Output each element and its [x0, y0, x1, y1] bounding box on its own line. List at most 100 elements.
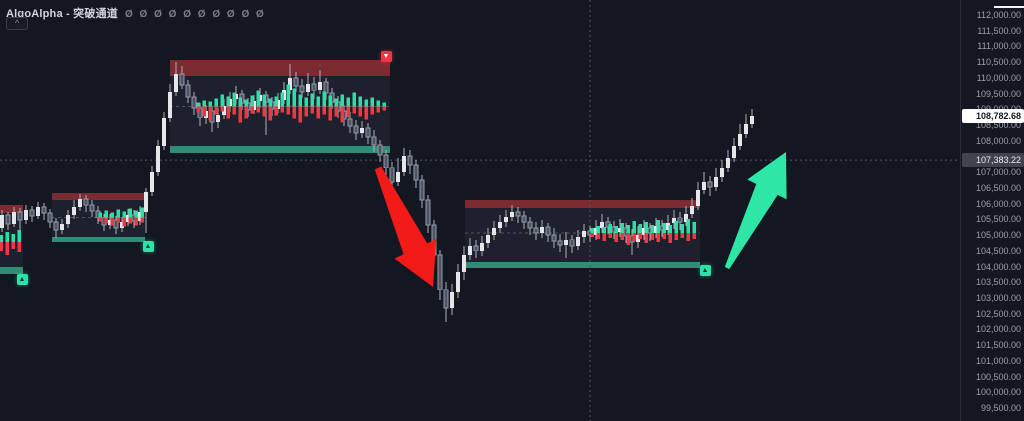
delta-bar-up: [244, 99, 248, 107]
candle-body-up: [498, 221, 502, 228]
delta-bar-down: [620, 232, 624, 240]
delta-bar-up: [11, 234, 15, 243]
price-tick-label: 104,500.00: [975, 245, 1021, 256]
price-tick-label: 111,000.00: [977, 41, 1021, 52]
candle-body-up: [36, 207, 40, 216]
delta-bar-up: [196, 102, 200, 107]
price-tick-label: 100,000.00: [975, 387, 1021, 398]
candle-body-up: [126, 215, 130, 222]
delta-bar-down: [256, 106, 260, 113]
delta-bar-down: [650, 232, 654, 240]
delta-bar-down: [310, 106, 314, 114]
delta-bar-up: [238, 97, 242, 107]
delta-bar-down: [638, 232, 642, 239]
candle-body-up: [456, 271, 460, 293]
volume-delta-bars: [196, 84, 386, 123]
delta-bar-up: [116, 209, 120, 218]
candle-body-up: [108, 220, 112, 226]
price-tick-label: 108,500.00: [975, 120, 1021, 131]
candle-body-up: [654, 226, 658, 233]
delta-bar-down: [262, 106, 266, 117]
delta-bar-down: [232, 106, 236, 115]
delta-bar-up: [280, 92, 284, 107]
price-tick-label: 102,500.00: [975, 308, 1021, 319]
delta-bar-up: [226, 96, 230, 107]
candle-body-up: [450, 292, 454, 309]
delta-bar-down: [358, 106, 362, 117]
bearish-signal-badge: ▼: [380, 50, 392, 62]
delta-bar-up: [292, 88, 296, 107]
delta-bar-down: [134, 217, 138, 226]
delta-bar-up: [334, 98, 338, 107]
delta-bar-down: [226, 106, 230, 119]
candle-body-down: [473, 245, 479, 252]
delta-bar-down: [244, 106, 248, 119]
axis-top-marker: [994, 6, 1024, 8]
candle-body-up: [306, 83, 310, 93]
delta-bar-up: [680, 223, 684, 233]
candle-body-up: [510, 211, 514, 217]
candle-body-up: [714, 176, 718, 188]
delta-bar-up: [202, 100, 206, 107]
delta-bar-down: [122, 217, 126, 227]
delta-bar-up: [110, 212, 114, 218]
candle-body-up: [732, 145, 736, 159]
price-tick-label: 110,500.00: [976, 57, 1021, 68]
delta-bar-up: [620, 222, 624, 233]
delta-bar-up: [614, 225, 618, 233]
delta-bar-down: [140, 217, 144, 223]
resistance-band: [52, 192, 145, 200]
candle-body-down: [353, 125, 359, 134]
up-arrow-drawing[interactable]: [724, 152, 787, 270]
candle-body-down: [323, 81, 329, 94]
down-arrow-drawing[interactable]: [374, 166, 437, 288]
delta-bar-down: [316, 106, 320, 119]
volume-delta-bars: [590, 218, 696, 245]
delta-bar-up: [608, 223, 612, 233]
delta-bar-up: [662, 222, 666, 233]
candle-body-up: [636, 235, 640, 243]
delta-bar-down: [238, 106, 242, 123]
candle-body-up: [564, 239, 568, 245]
chart-pane[interactable]: AlgoAlpha - 突破通道 Ø Ø Ø Ø Ø Ø Ø Ø Ø Ø ^ ▼ ▲…: [0, 0, 960, 421]
candle-body-down: [557, 240, 563, 246]
candle-body-down: [5, 214, 11, 225]
delta-bar-up: [304, 97, 308, 107]
delta-bar-down: [680, 232, 684, 238]
delta-bar-down: [668, 232, 672, 243]
delta-bar-down: [370, 106, 374, 115]
indicator-values: Ø Ø Ø Ø Ø Ø Ø Ø Ø Ø: [124, 9, 266, 20]
price-tick-label: 105,000.00: [975, 230, 1021, 241]
candle-body-up: [672, 217, 676, 223]
candle-body-down: [707, 181, 713, 188]
candle-body-up: [468, 246, 472, 255]
candle-body-down: [545, 226, 551, 236]
chart-canvas[interactable]: [0, 0, 960, 421]
candle-body-down: [677, 217, 683, 223]
candle-body-up: [120, 221, 124, 228]
delta-bar-down: [596, 232, 600, 239]
delta-bar-up: [298, 94, 302, 107]
candle-body-up: [642, 227, 646, 236]
candle-body-down: [185, 84, 191, 98]
candle-body-down: [53, 221, 59, 231]
delta-bar-up: [104, 210, 108, 218]
candle-body-up: [162, 117, 166, 146]
candle-body-down: [419, 179, 425, 201]
volume-delta-bars: [0, 230, 21, 256]
delta-bar-down: [250, 106, 254, 114]
delta-bar-down: [196, 106, 200, 113]
delta-bar-up: [220, 94, 224, 107]
delta-bar-up: [5, 232, 9, 243]
indicator-legend: AlgoAlpha - 突破通道 Ø Ø Ø Ø Ø Ø Ø Ø Ø Ø: [6, 4, 266, 22]
candle-body-up: [402, 155, 406, 172]
delta-bar-down: [280, 106, 284, 113]
delta-bar-down: [11, 242, 15, 250]
price-axis[interactable]: 108,782.68 107,383.22 112,000.00 111,500.…: [960, 0, 1024, 421]
collapse-legend-button[interactable]: ^: [6, 17, 28, 30]
delta-bar-down: [322, 106, 326, 115]
delta-bar-down: [116, 217, 120, 223]
price-tick-label: 112,000.00: [976, 10, 1021, 20]
candle-body-down: [191, 96, 197, 109]
delta-bar-down: [202, 106, 206, 117]
